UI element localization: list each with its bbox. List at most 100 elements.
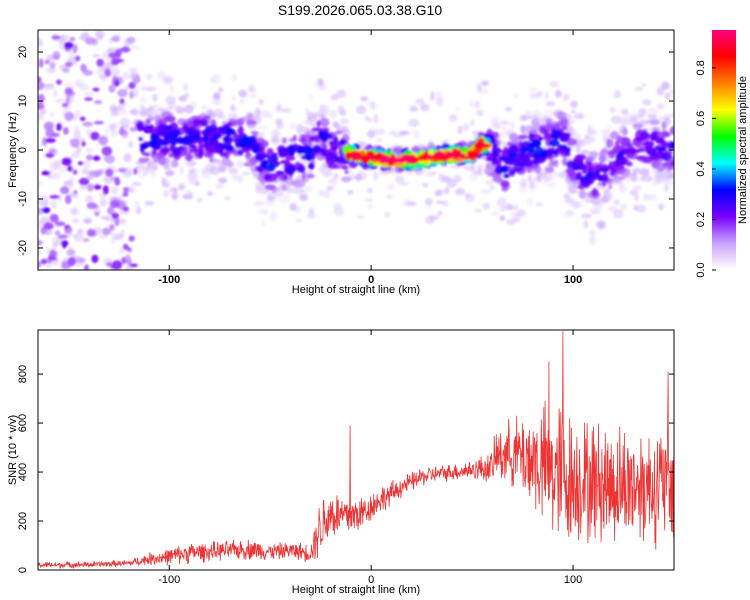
spectrogram-blob — [528, 146, 534, 154]
spectrogram-blob — [386, 183, 395, 191]
spectrogram-blob — [610, 115, 622, 124]
spectrogram-blob — [82, 121, 93, 127]
spectrogram-blob — [610, 167, 616, 177]
spectrogram-blob — [533, 157, 539, 165]
spectrogram-blob — [457, 125, 463, 135]
spectrogram-blob — [660, 131, 671, 136]
spectrogram-blob — [599, 168, 610, 172]
spectrogram-blob — [572, 200, 580, 209]
spectrogram-blob — [191, 118, 201, 128]
spectrogram-blob — [186, 154, 193, 160]
spectrogram-blob — [157, 128, 167, 136]
spectrogram-blob — [508, 151, 518, 159]
spectrogram-blob — [158, 107, 164, 113]
spectrogram-blob — [38, 181, 44, 186]
spectrogram-blob — [253, 116, 259, 120]
spectrogram-blob — [145, 118, 151, 125]
spectrogram-blob — [594, 169, 600, 179]
spectrogram-blob — [670, 159, 674, 167]
spectrogram-blob — [38, 38, 43, 48]
spectrogram-blob — [56, 123, 62, 131]
spectrogram-blob — [239, 98, 245, 105]
spectrogram-blob — [318, 189, 324, 197]
spectrogram-blob — [415, 98, 425, 105]
spectrogram-blob — [562, 93, 570, 102]
spectrogram-blob — [561, 125, 568, 131]
spectrogram-blob — [53, 89, 58, 98]
spectrogram-blob — [213, 134, 222, 139]
spectrogram-blob — [67, 165, 73, 172]
spectrogram-blob — [69, 176, 75, 182]
spectrogram-blob — [211, 137, 216, 142]
spectrogram-blob — [269, 211, 277, 221]
spectrogram-blob — [635, 155, 646, 161]
x-tick-label: 100 — [564, 274, 582, 286]
spectrogram-blob — [275, 170, 284, 175]
spectrogram-blob — [126, 36, 136, 44]
spectrogram-blob — [184, 104, 194, 114]
spectrogram-blob — [129, 90, 135, 99]
spectrogram-blob — [434, 150, 445, 159]
spectrogram-blob — [583, 219, 589, 229]
spectrogram-blob — [620, 118, 629, 127]
spectrogram-blob — [148, 105, 154, 112]
spectrogram-blob — [61, 157, 72, 166]
spectrogram-blob — [82, 238, 90, 242]
spectrogram-blob — [64, 111, 74, 121]
spectrogram-blob — [482, 202, 491, 210]
spectrogram-blob — [258, 131, 265, 138]
spectrogram-blob — [669, 126, 674, 135]
spectrogram-blob — [615, 153, 625, 160]
spectrogram-blob — [163, 116, 172, 122]
spectrogram-blob — [406, 154, 416, 164]
spectrogram-blob — [123, 153, 132, 163]
spectrogram-blob — [219, 87, 224, 92]
spectrogram-blob — [114, 49, 122, 59]
spectrogram-blob — [479, 189, 491, 194]
spectrogram-blob — [77, 161, 84, 166]
spectrogram-blob — [658, 203, 664, 211]
spectrogram-blob — [476, 109, 484, 117]
spectrogram-blob — [245, 119, 257, 126]
spectrogram-blob — [306, 212, 316, 219]
spectrogram-blob — [199, 118, 208, 127]
spectrogram-blob — [493, 122, 502, 129]
spectrogram-blob — [172, 192, 178, 199]
spectrogram-blob — [111, 212, 120, 220]
spectrogram-blob — [220, 152, 229, 158]
spectrogram-blob — [559, 119, 569, 127]
spectrogram-blob — [174, 105, 185, 114]
spectrogram-blob — [144, 200, 155, 206]
spectrogram-blob — [499, 131, 509, 138]
spectrogram-blob — [109, 124, 116, 131]
spectrogram-blob — [296, 123, 304, 134]
spectrogram-blob — [111, 260, 123, 270]
spectrogram-blob — [73, 189, 78, 195]
spectrogram-blob — [48, 56, 54, 61]
spectrogram-blob — [649, 119, 661, 125]
spectrogram-blob — [144, 152, 151, 157]
spectrogram-blob — [60, 240, 69, 247]
spectrogram-blob — [45, 138, 56, 143]
spectrogram-blob — [591, 198, 600, 205]
spectrogram-blob — [38, 247, 43, 257]
spectrogram-blob — [111, 36, 121, 42]
spectrogram-blob — [84, 218, 92, 224]
spectrogram-blob — [173, 129, 181, 137]
spectrogram-blob — [637, 148, 647, 153]
spectrogram-blob — [61, 103, 69, 108]
spectrogram-blob — [38, 76, 42, 83]
spectrogram-blob — [597, 222, 605, 228]
spectrogram-blob — [188, 167, 195, 175]
spectrogram-blob — [308, 136, 319, 141]
spectrogram-blob — [254, 153, 266, 160]
spectrogram-blob — [267, 163, 276, 170]
spectrogram-blob — [585, 156, 595, 163]
spectrogram-blob — [625, 147, 637, 155]
spectrogram-blob — [557, 111, 564, 121]
spectrogram-blob — [49, 61, 56, 69]
spectrogram-blob — [173, 188, 179, 193]
spectrogram-blob — [642, 193, 651, 201]
spectrogram-blob — [650, 148, 657, 156]
